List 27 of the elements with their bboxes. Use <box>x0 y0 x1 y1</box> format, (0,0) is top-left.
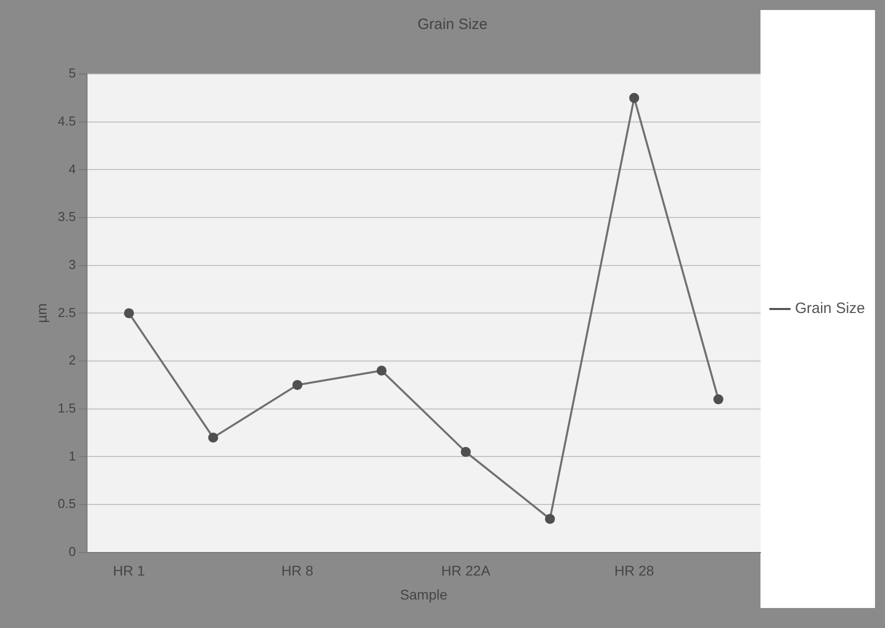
x-tick-label: HR 1 <box>113 562 146 579</box>
y-tick-label: 0 <box>68 544 76 559</box>
y-axis-title: µm <box>33 303 50 324</box>
x-tick-label: HR 28 <box>614 562 654 579</box>
y-tick-label: 1.5 <box>58 400 76 416</box>
y-tick-label: 3 <box>68 256 76 272</box>
legend-label: Grain Size <box>794 300 866 318</box>
x-tick-label: HR 22A <box>441 562 491 579</box>
y-tick-label: 0.5 <box>58 496 76 512</box>
y-tick-label: 1 <box>68 448 76 464</box>
y-tick-label: 5 <box>68 66 76 81</box>
point <box>629 92 640 103</box>
point <box>713 394 724 404</box>
x-tick-label: HR 8 <box>281 562 314 579</box>
chart-title: Grain Size <box>417 16 488 34</box>
y-tick-label: 4.5 <box>58 113 76 128</box>
point <box>376 366 387 376</box>
y-tick-label: 4 <box>68 161 76 176</box>
point <box>124 308 134 318</box>
point <box>292 380 302 390</box>
point <box>460 446 471 457</box>
point <box>544 514 555 524</box>
point <box>208 432 218 443</box>
y-tick-label: 2 <box>68 352 76 368</box>
x-axis-title: Sample <box>400 586 448 602</box>
y-tick-label: 2.5 <box>58 304 76 320</box>
y-tick-label: 3.5 <box>58 209 76 224</box>
